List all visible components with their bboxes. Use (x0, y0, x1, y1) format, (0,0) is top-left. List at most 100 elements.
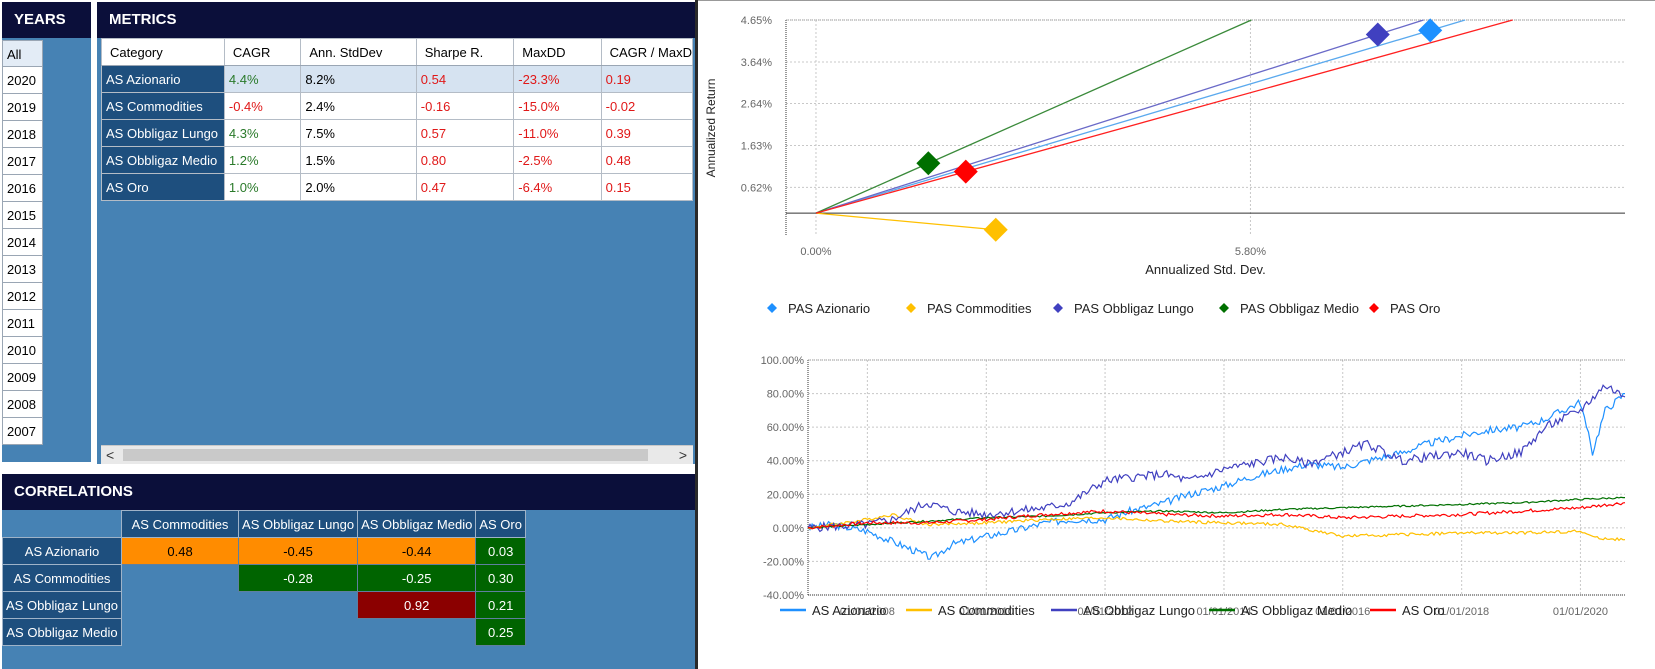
years-list[interactable]: All 2020 2019 2018 2017 2016 2015 2014 2013 2012 2… (2, 40, 43, 445)
risk-return-scatter-chart: 4.65% 3.64% 2.64% 1.63% 0.62% 0.00% 5.80% Annua… (704, 15, 1625, 316)
year-item[interactable]: 2008 (2, 391, 43, 418)
series-line (807, 496, 1625, 529)
metrics-cell-stddev[interactable]: 1.5% (300, 146, 417, 174)
scrollbar-thumb[interactable] (123, 449, 648, 461)
legend-marker (906, 303, 916, 313)
capital-market-line (815, 19, 1424, 214)
scatter-point (1418, 18, 1443, 43)
metrics-cell-maxdd[interactable]: -6.4% (513, 173, 602, 201)
year-item[interactable]: 2015 (2, 202, 43, 229)
year-item[interactable]: 2007 (2, 418, 43, 445)
metrics-column-header[interactable]: Category (101, 38, 225, 66)
metrics-cell-cagr-maxdd[interactable]: 0.39 (600, 119, 693, 147)
metrics-row[interactable]: AS Obbligaz Medio 1.2% 1.5% 0.80 -2.5% 0.48 (101, 146, 693, 174)
metrics-column-header[interactable]: Ann. StdDev (300, 38, 417, 66)
metrics-cell-cagr-maxdd[interactable]: -0.02 (600, 92, 693, 120)
metrics-cell-maxdd[interactable]: -11.0% (513, 119, 602, 147)
year-item[interactable]: 2019 (2, 94, 43, 121)
metrics-cell-cagr[interactable]: 1.0% (223, 173, 302, 201)
correlations-row-header: AS Commodities (1, 564, 123, 592)
metrics-row[interactable]: AS Commodities -0.4% 2.4% -0.16 -15.0% -0.02 (101, 92, 693, 120)
year-item[interactable]: 2010 (2, 337, 43, 364)
metrics-cell-maxdd[interactable]: -23.3% (513, 65, 602, 93)
year-item[interactable]: 2017 (2, 148, 43, 175)
correlations-row: AS Obbligaz Medio 0.25 (1, 618, 526, 646)
legend-label: AS Obbligaz Medio (1241, 603, 1352, 618)
metrics-cell-cagr-maxdd[interactable]: 0.19 (600, 65, 693, 93)
metrics-cell-cagr[interactable]: 1.2% (223, 146, 302, 174)
metrics-row-category[interactable]: AS Obbligaz Lungo (101, 119, 225, 147)
metrics-cell-cagr-maxdd[interactable]: 0.48 (600, 146, 693, 174)
correlations-column-header: AS Obbligaz Lungo (238, 510, 359, 538)
y-tick-label: 80.00% (767, 389, 805, 401)
metrics-column-header[interactable]: Sharpe R. (415, 38, 515, 66)
legend-label: PAS Azionario (788, 301, 870, 316)
correlations-row-header: AS Azionario (1, 537, 123, 565)
metrics-row[interactable]: AS Oro 1.0% 2.0% 0.47 -6.4% 0.15 (101, 173, 693, 201)
horizontal-scrollbar[interactable]: < > (101, 445, 693, 464)
y-axis-label: Annualized Return (704, 79, 718, 178)
correlations-table: AS Commodities AS Obbligaz Lungo AS Obblig… (1, 510, 526, 646)
metrics-cell-maxdd[interactable]: -2.5% (513, 146, 602, 174)
metrics-cell-cagr[interactable]: 4.4% (223, 65, 302, 93)
metrics-row-category[interactable]: AS Commodities (101, 92, 225, 120)
x-tick-label: 01/01/2018 (1434, 606, 1489, 618)
legend-marker (1053, 303, 1063, 313)
metrics-row[interactable]: AS Azionario 4.4% 8.2% 0.54 -23.3% 0.19 (101, 65, 693, 93)
year-item[interactable]: 2014 (2, 229, 43, 256)
metrics-cell-stddev[interactable]: 8.2% (300, 65, 417, 93)
x-tick-label: 0.00% (800, 246, 831, 258)
metrics-cell-sharpe[interactable]: 0.80 (415, 146, 515, 174)
plot-area (786, 20, 1625, 236)
capital-market-line (815, 19, 1513, 214)
metrics-row-category[interactable]: AS Oro (101, 173, 225, 201)
metrics-cell-sharpe[interactable]: 0.57 (415, 119, 515, 147)
metrics-row-category[interactable]: AS Azionario (101, 65, 225, 93)
year-item[interactable]: 2016 (2, 175, 43, 202)
correlations-row-header: AS Obbligaz Lungo (1, 591, 123, 619)
y-tick-label: 40.00% (767, 456, 805, 468)
year-item[interactable]: All (2, 40, 43, 67)
metrics-column-header[interactable]: CAGR / MaxD (600, 38, 693, 66)
y-tick-label: 60.00% (767, 422, 805, 434)
charts-frame (698, 0, 1655, 669)
metrics-panel-title: METRICS (97, 2, 695, 38)
x-tick-label: 01/01/2016 (1315, 606, 1370, 618)
metrics-row[interactable]: AS Obbligaz Lungo 4.3% 7.5% 0.57 -11.0% 0.39 (101, 119, 693, 147)
y-tick-label: 0.00% (773, 523, 804, 535)
metrics-cell-stddev[interactable]: 7.5% (300, 119, 417, 147)
correlation-value-cell: -0.25 (357, 564, 477, 592)
metrics-cell-sharpe[interactable]: -0.16 (415, 92, 515, 120)
metrics-row-category[interactable]: AS Obbligaz Medio (101, 146, 225, 174)
metrics-cell-stddev[interactable]: 2.0% (300, 173, 417, 201)
metrics-cell-cagr[interactable]: 4.3% (223, 119, 302, 147)
scroll-right-button[interactable]: > (678, 447, 687, 463)
metrics-cell-maxdd[interactable]: -15.0% (513, 92, 602, 120)
scroll-left-button[interactable]: < (106, 447, 115, 463)
cumulative-return-line-chart: 100.00% 80.00% 60.00% 40.00% 20.00% 0.00% -20.… (761, 355, 1626, 618)
metrics-column-header[interactable]: CAGR (223, 38, 302, 66)
correlations-corner (3, 511, 122, 538)
x-axis-label: Annualized Std. Dev. (1145, 262, 1265, 277)
correlation-value-cell: 0.92 (357, 591, 477, 619)
x-tick-label: 01/01/2008 (840, 606, 895, 618)
metrics-cell-cagr[interactable]: -0.4% (223, 92, 302, 120)
capital-market-line (815, 19, 1252, 214)
year-item[interactable]: 2009 (2, 364, 43, 391)
correlations-empty-cell (122, 592, 239, 619)
year-item[interactable]: 2012 (2, 283, 43, 310)
y-tick-label: -40.00% (763, 590, 804, 602)
legend-label: PAS Obbligaz Lungo (1074, 301, 1194, 316)
year-item[interactable]: 2013 (2, 256, 43, 283)
year-item[interactable]: 2020 (2, 67, 43, 94)
correlation-value-cell: 0.03 (475, 537, 526, 565)
metrics-column-header[interactable]: MaxDD (513, 38, 602, 66)
metrics-cell-cagr-maxdd[interactable]: 0.15 (600, 173, 693, 201)
metrics-cell-sharpe[interactable]: 0.54 (415, 65, 515, 93)
year-item[interactable]: 2011 (2, 310, 43, 337)
metrics-cell-sharpe[interactable]: 0.47 (415, 173, 515, 201)
correlations-empty-cell (358, 619, 476, 646)
year-item[interactable]: 2018 (2, 121, 43, 148)
y-tick-label: 4.65% (741, 15, 772, 27)
metrics-cell-stddev[interactable]: 2.4% (300, 92, 417, 120)
